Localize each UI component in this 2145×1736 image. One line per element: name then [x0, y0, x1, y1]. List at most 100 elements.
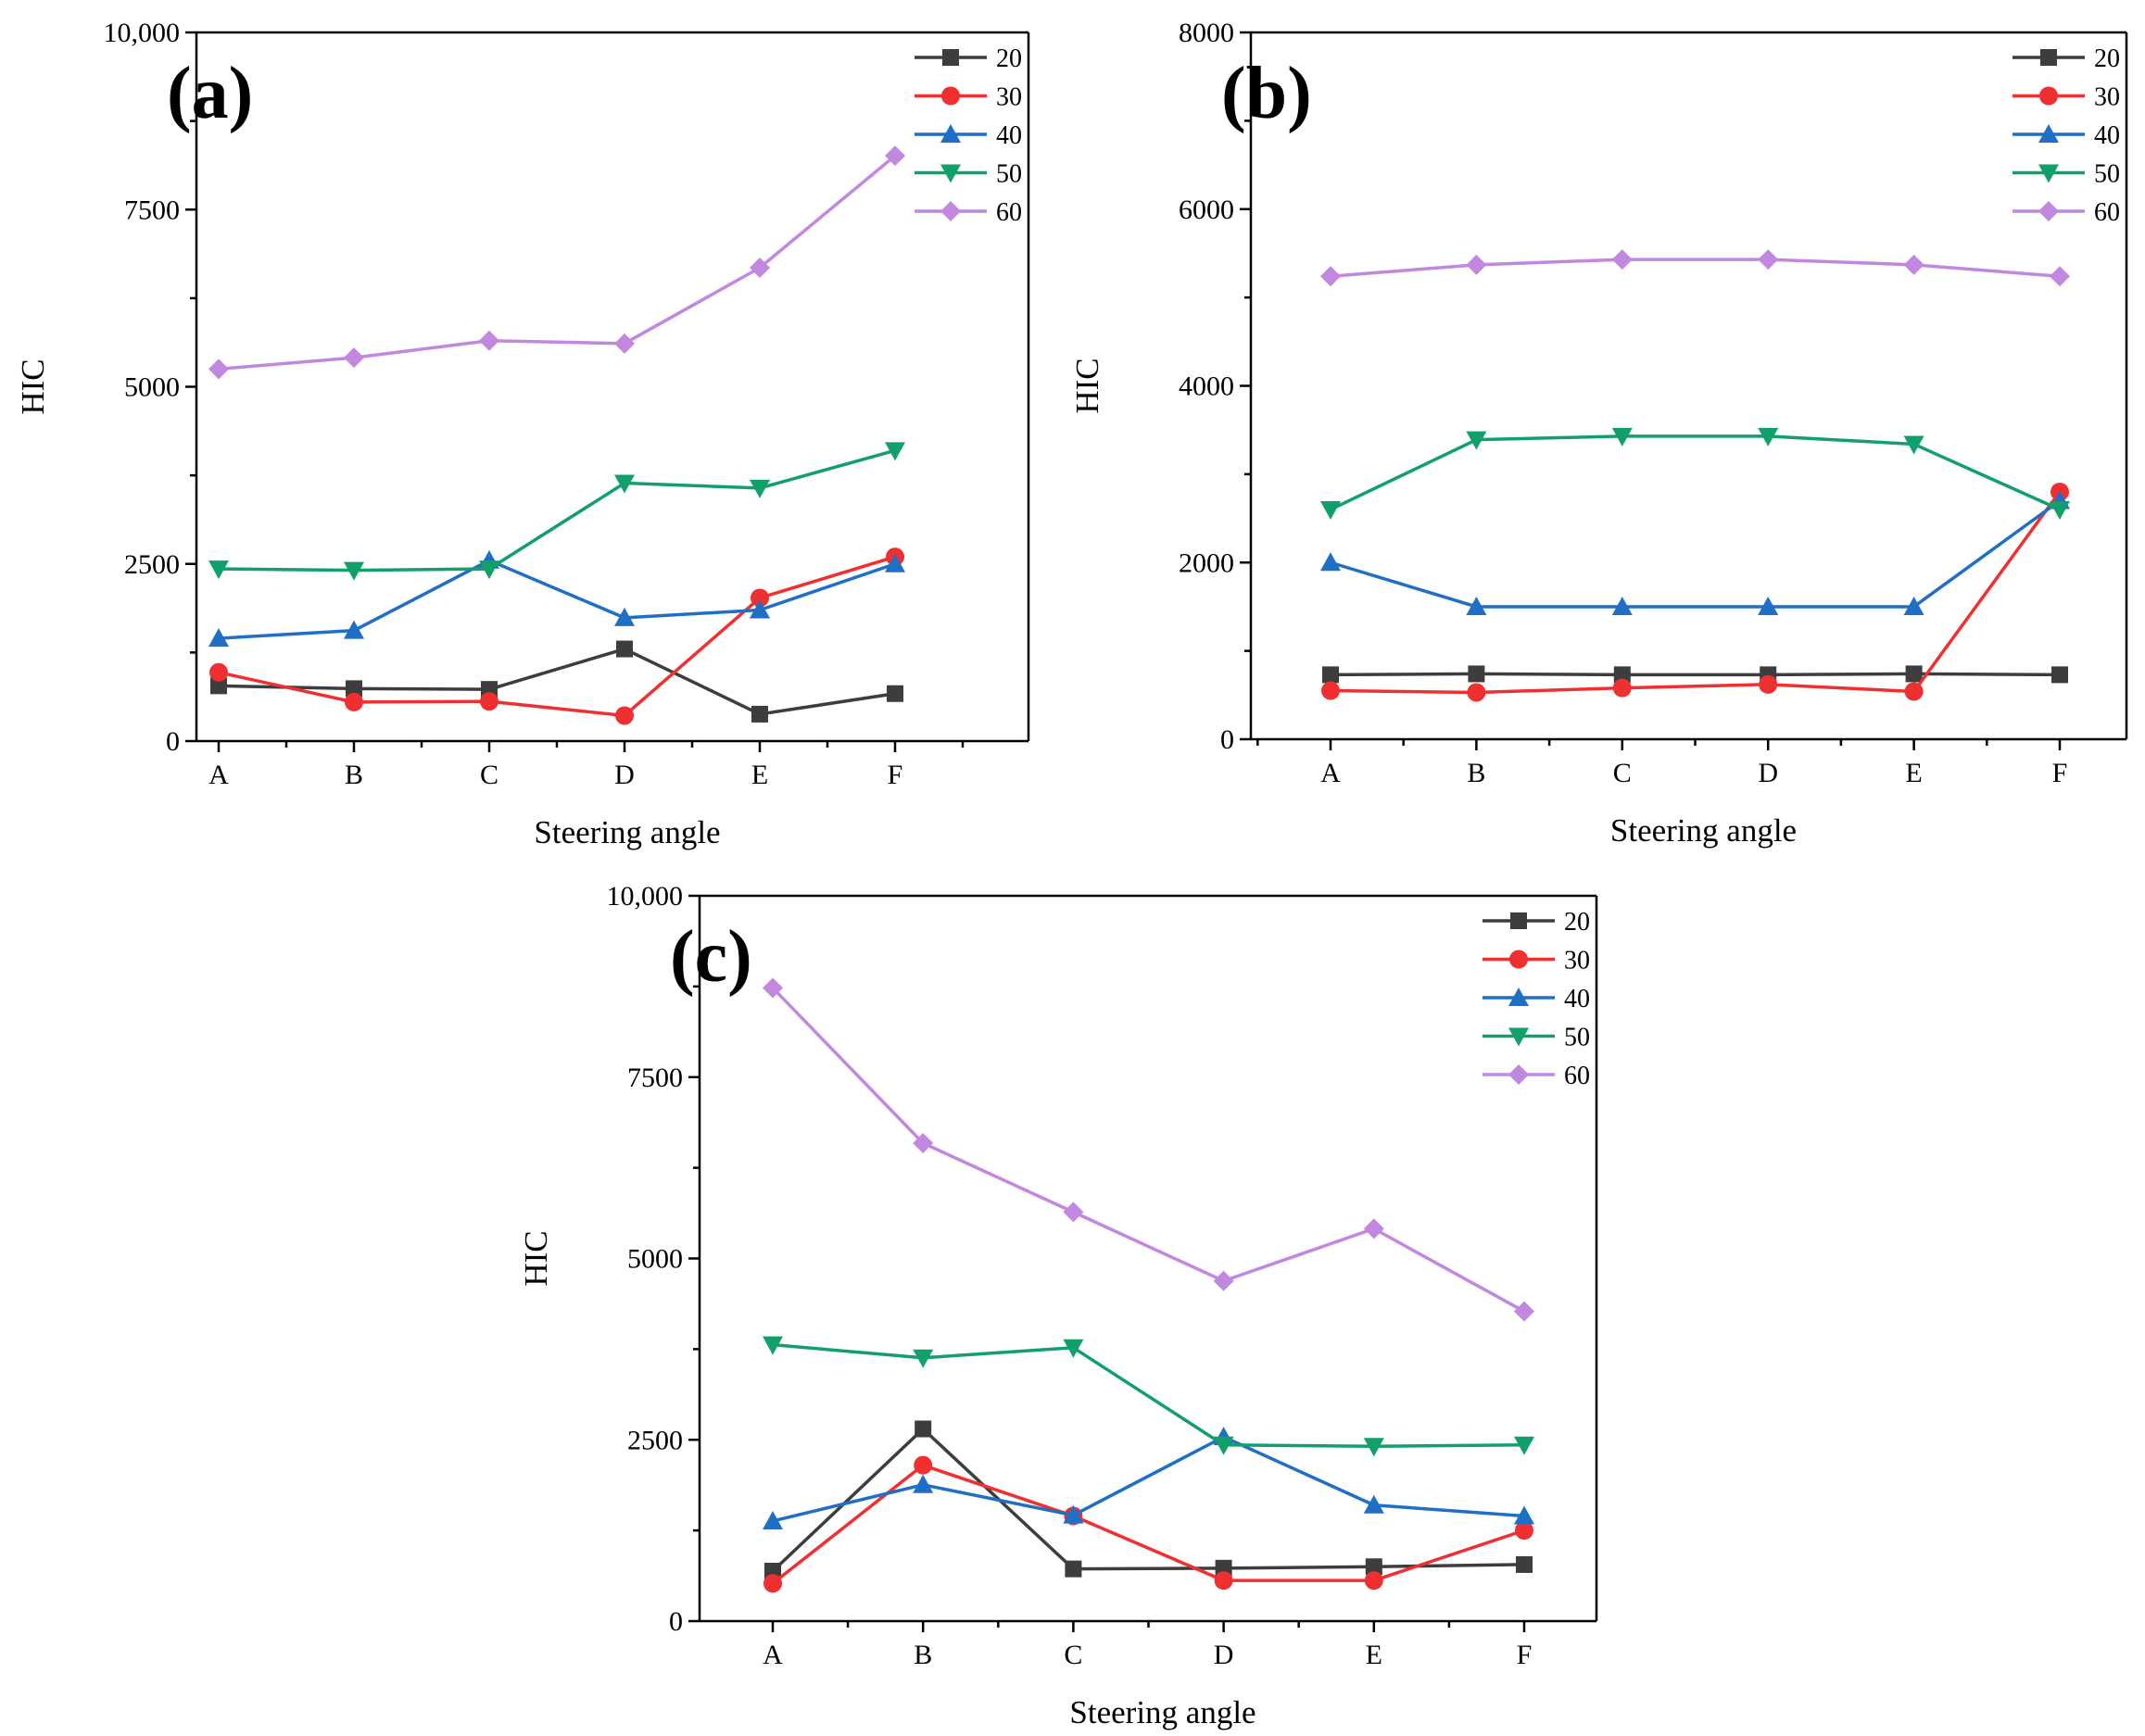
- legend-item: 50: [915, 160, 1022, 189]
- data-point: [887, 685, 903, 702]
- data-point: [1363, 1218, 1384, 1239]
- data-point: [1514, 1436, 1534, 1455]
- x-tick-label: A: [763, 1640, 783, 1670]
- data-point: [750, 257, 770, 278]
- data-point: [1063, 1504, 1084, 1524]
- x-tick-label: A: [1320, 758, 1341, 788]
- y-tick-label: 2500: [627, 1425, 683, 1455]
- data-point: [1613, 666, 1631, 684]
- data-point: [1320, 501, 1341, 521]
- y-tick-label: 8000: [1179, 18, 1234, 48]
- data-point: [1903, 435, 1924, 455]
- x-tick-label: C: [480, 760, 498, 790]
- x-axis-title: Steering angle: [1069, 1694, 1255, 1730]
- y-tick-label: 2500: [124, 549, 180, 580]
- data-point: [913, 1474, 934, 1493]
- data-point: [345, 692, 363, 711]
- data-point: [209, 662, 228, 682]
- legend-swatch-marker: [1509, 950, 1528, 969]
- legend-label: 20: [2094, 44, 2120, 73]
- data-point: [1611, 427, 1633, 447]
- legend-item: 20: [1483, 908, 1590, 937]
- y-tick-label: 0: [669, 1606, 683, 1637]
- x-tick-label: B: [1467, 758, 1485, 788]
- legend-swatch-marker: [2038, 124, 2059, 143]
- data-point: [480, 692, 498, 711]
- data-point: [763, 977, 783, 999]
- legend-label: 30: [2094, 83, 2120, 112]
- series-line: [1330, 499, 2062, 609]
- legend-label: 60: [996, 198, 1022, 227]
- data-point: [1065, 1560, 1082, 1578]
- data-point: [915, 1420, 932, 1438]
- data-point: [1063, 1339, 1084, 1358]
- y-tick-label: 10,000: [607, 881, 684, 912]
- legend-swatch-marker: [2038, 164, 2059, 183]
- series-line: [218, 154, 897, 371]
- data-point: [913, 1133, 934, 1154]
- data-point: [616, 640, 633, 658]
- x-axis-title: Steering angle: [534, 814, 720, 850]
- series-30: [763, 1455, 1533, 1593]
- data-point: [1363, 1438, 1384, 1457]
- x-tick-label: B: [914, 1640, 932, 1670]
- data-point: [885, 442, 905, 461]
- data-point: [2050, 266, 2070, 287]
- data-point: [1514, 1505, 1534, 1525]
- data-point: [1467, 683, 1486, 702]
- series-line: [1330, 490, 2062, 695]
- series-50: [763, 1336, 1534, 1457]
- legend-item: 60: [915, 198, 1022, 227]
- data-point: [1063, 1201, 1084, 1223]
- legend-item: 30: [915, 83, 1022, 112]
- series-50: [1320, 427, 2070, 521]
- series-40: [763, 1427, 1534, 1529]
- series-60: [1320, 249, 2070, 287]
- legend-swatch-marker: [941, 86, 960, 106]
- data-point: [1903, 596, 1924, 615]
- series-60: [763, 977, 1534, 1322]
- y-tick-label: 6000: [1179, 195, 1234, 225]
- data-point: [210, 677, 227, 695]
- legend-swatch-marker: [2039, 86, 2058, 106]
- panel-label: (b): [1221, 53, 1312, 134]
- data-point: [763, 1510, 783, 1529]
- data-point: [1466, 596, 1487, 615]
- data-point: [1320, 266, 1341, 287]
- data-point: [1903, 254, 1924, 275]
- legend-item: 40: [2013, 121, 2120, 150]
- legend-swatch-marker: [2038, 201, 2059, 221]
- y-axis-title: HIC: [1069, 358, 1105, 413]
- series-line: [772, 1342, 1525, 1449]
- data-point: [914, 1455, 933, 1475]
- y-tick-label: 7500: [627, 1063, 683, 1093]
- data-point: [763, 1336, 783, 1355]
- series-line: [218, 647, 896, 716]
- y-tick-label: 2000: [1179, 547, 1234, 578]
- legend-swatch-marker: [942, 49, 959, 66]
- data-point: [1758, 249, 1779, 270]
- x-axis-title: Steering angle: [1610, 812, 1797, 849]
- data-point: [1904, 682, 1924, 701]
- data-point: [885, 145, 905, 167]
- data-point: [751, 705, 768, 723]
- series-50: [208, 442, 905, 581]
- series-line: [218, 559, 896, 640]
- legend-label: 20: [996, 44, 1022, 73]
- panel-label: (c): [670, 916, 752, 998]
- x-tick-label: F: [888, 760, 903, 790]
- legend-item: 50: [2013, 160, 2120, 189]
- legend-label: 20: [1564, 908, 1590, 937]
- x-tick-label: E: [1366, 1640, 1382, 1670]
- data-point: [208, 359, 229, 380]
- y-tick-label: 10,000: [104, 18, 181, 48]
- legend-label: 50: [1564, 1024, 1590, 1052]
- legend-item: 60: [1483, 1062, 1590, 1090]
- y-tick-label: 7500: [124, 195, 180, 225]
- data-point: [1363, 1494, 1384, 1514]
- data-point: [1611, 249, 1633, 270]
- y-tick-label: 4000: [1179, 371, 1234, 402]
- data-point: [615, 706, 634, 725]
- chart-panel-c: 0 2500 5000 7500 10,000 A B C D E F Steering angle H…: [518, 881, 1598, 1730]
